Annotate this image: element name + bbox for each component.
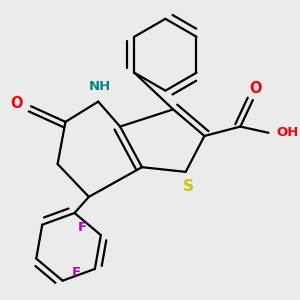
Text: NH: NH xyxy=(89,80,111,93)
Text: F: F xyxy=(78,221,87,234)
Text: F: F xyxy=(72,266,81,278)
Text: S: S xyxy=(183,179,194,194)
Text: OH: OH xyxy=(276,126,298,139)
Text: O: O xyxy=(10,96,22,111)
Text: O: O xyxy=(249,81,262,96)
